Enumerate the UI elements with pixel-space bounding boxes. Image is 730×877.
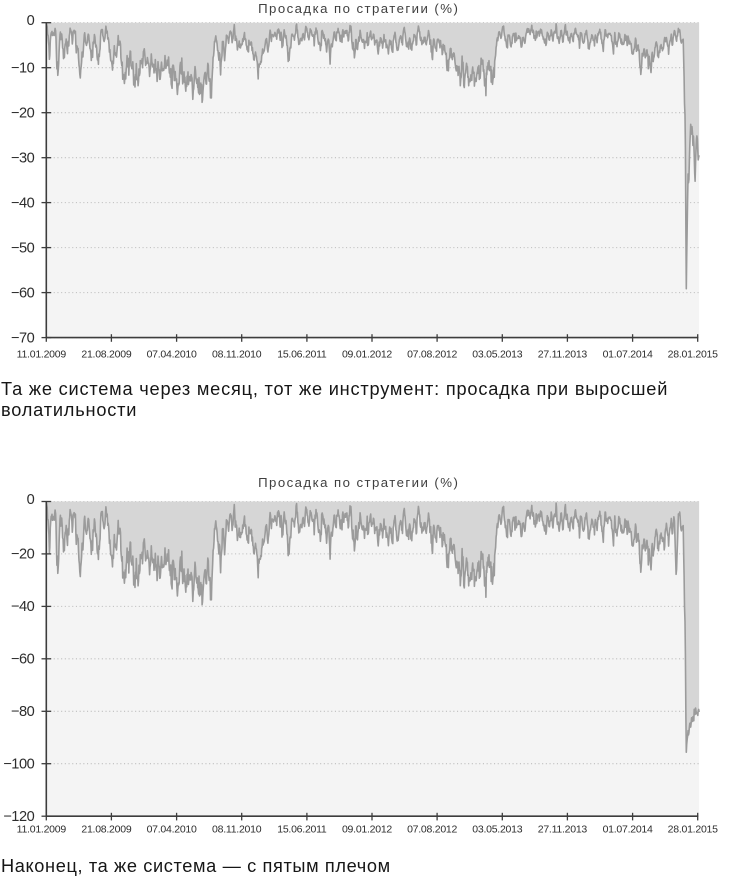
svg-text:09.01.2012: 09.01.2012 [342, 348, 392, 360]
svg-text:01.07.2014: 01.07.2014 [603, 824, 653, 836]
svg-text:01.07.2014: 01.07.2014 [603, 348, 653, 360]
svg-text:−70: −70 [11, 330, 35, 346]
svg-text:−100: −100 [3, 757, 34, 773]
svg-text:27.11.2013: 27.11.2013 [538, 348, 588, 360]
svg-text:0: 0 [27, 13, 35, 29]
svg-text:−30: −30 [11, 151, 35, 167]
svg-text:07.08.2012: 07.08.2012 [407, 824, 457, 836]
svg-text:21.08.2009: 21.08.2009 [81, 824, 131, 836]
svg-text:11.01.2009: 11.01.2009 [17, 348, 67, 360]
svg-text:−10: −10 [11, 61, 35, 77]
svg-text:28.01.2015: 28.01.2015 [668, 824, 718, 836]
svg-text:−20: −20 [11, 106, 35, 122]
svg-text:21.08.2009: 21.08.2009 [81, 348, 131, 360]
svg-text:15.06.2011: 15.06.2011 [277, 824, 327, 836]
svg-text:08.11.2010: 08.11.2010 [212, 824, 262, 836]
svg-text:Просадка по стратегии (%): Просадка по стратегии (%) [258, 475, 459, 490]
svg-text:09.01.2012: 09.01.2012 [342, 824, 392, 836]
svg-text:−60: −60 [11, 285, 35, 301]
svg-text:−50: −50 [11, 240, 35, 256]
svg-text:−60: −60 [11, 652, 35, 668]
svg-text:07.08.2012: 07.08.2012 [407, 348, 457, 360]
svg-text:03.05.2013: 03.05.2013 [472, 348, 522, 360]
svg-text:07.04.2010: 07.04.2010 [147, 824, 197, 836]
svg-text:08.11.2010: 08.11.2010 [212, 348, 262, 360]
svg-text:15.06.2011: 15.06.2011 [277, 348, 327, 360]
svg-text:27.11.2013: 27.11.2013 [538, 824, 588, 836]
svg-text:03.05.2013: 03.05.2013 [472, 824, 522, 836]
svg-text:−20: −20 [11, 547, 35, 563]
svg-text:0: 0 [27, 492, 35, 508]
svg-text:−40: −40 [11, 195, 35, 211]
svg-text:−80: −80 [11, 704, 35, 720]
svg-text:07.04.2010: 07.04.2010 [147, 348, 197, 360]
svg-text:11.01.2009: 11.01.2009 [17, 824, 67, 836]
svg-text:−40: −40 [11, 599, 35, 615]
svg-text:28.01.2015: 28.01.2015 [668, 348, 718, 360]
svg-text:−120: −120 [3, 809, 34, 825]
svg-text:Просадка по стратегии (%): Просадка по стратегии (%) [258, 1, 459, 16]
